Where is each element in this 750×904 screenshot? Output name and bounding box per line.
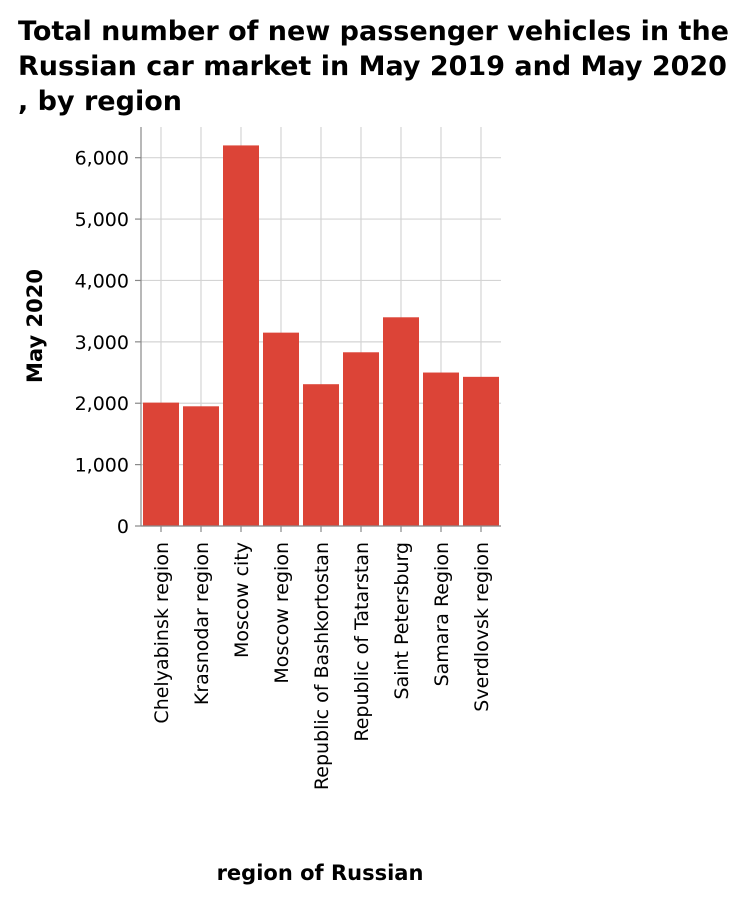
axes [135,127,501,532]
y-tick-label: 2,000 [75,393,129,415]
chart-title: Total number of new passenger vehicles i… [18,16,729,117]
x-tick-label: Krasnodar region [191,542,213,705]
y-tick-label: 5,000 [75,209,129,231]
x-tick-label: Sverdlovsk region [471,542,493,712]
y-tick-label: 1,000 [75,455,129,477]
bars [143,145,499,526]
x-tick-label: Republic of Tatarstan [351,542,373,742]
bar [223,145,259,526]
bar [383,317,419,526]
y-axis-title: May 2020 [23,269,47,383]
y-tick-label: 3,000 [75,332,129,354]
x-tick-label: Moscow city [231,542,253,658]
x-tick-label: Moscow region [271,542,293,684]
y-tick-label: 0 [117,516,129,538]
y-tick-labels: 0 1,000 2,000 3,000 4,000 5,000 6,000 [75,148,129,538]
x-tick-label: Republic of Bashkortostan [311,542,333,790]
x-tick-label: Saint Petersburg [391,542,413,699]
bar [183,406,219,526]
bar [263,332,299,526]
bar [143,402,179,526]
bar [423,372,459,526]
x-tick-labels: Chelyabinsk region Krasnodar region Moscow… [151,542,493,790]
bar [463,376,499,526]
x-tick-label: Samara Region [431,542,453,686]
x-axis-title: region of Russian [217,861,424,885]
bar [303,384,339,526]
y-tick-label: 4,000 [75,270,129,292]
bar [343,352,379,526]
x-tick-label: Chelyabinsk region [151,542,173,724]
y-tick-label: 6,000 [75,148,129,170]
